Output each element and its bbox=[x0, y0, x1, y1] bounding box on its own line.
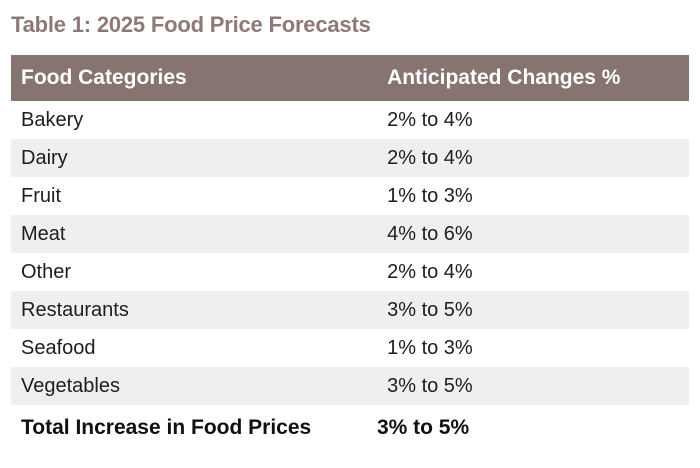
table-caption: Table 1: 2025 Food Price Forecasts bbox=[11, 12, 371, 37]
table-row-fruit: Fruit 1% to 3% bbox=[11, 177, 689, 215]
change-cell: 4% to 6% bbox=[387, 222, 473, 245]
change-cell: 1% to 3% bbox=[387, 336, 473, 359]
category-cell: Fruit bbox=[21, 184, 61, 207]
total-change-cell: 3% to 5% bbox=[376, 416, 470, 439]
category-cell: Seafood bbox=[21, 336, 96, 359]
category-cell: Dairy bbox=[21, 146, 68, 169]
table-row-dairy: Dairy 2% to 4% bbox=[11, 139, 689, 177]
category-cell: Bakery bbox=[21, 108, 84, 131]
food-price-table: Food Categories Anticipated Changes % Ba… bbox=[11, 55, 689, 451]
change-cell: 3% to 5% bbox=[387, 374, 473, 397]
table-row-meat: Meat 4% to 6% bbox=[11, 215, 689, 253]
change-cell: 2% to 4% bbox=[387, 146, 473, 169]
change-cell: 2% to 4% bbox=[387, 108, 473, 131]
change-cell: 2% to 4% bbox=[387, 260, 473, 283]
category-cell: Vegetables bbox=[21, 374, 120, 397]
change-cell: 3% to 5% bbox=[387, 298, 473, 321]
table-row-other: Other 2% to 4% bbox=[11, 253, 689, 291]
total-label-cell: Total Increase in Food Prices bbox=[21, 416, 312, 439]
category-cell: Other bbox=[21, 260, 72, 283]
table-row-restaurants: Restaurants 3% to 5% bbox=[11, 291, 689, 329]
column-header-anticipated-changes: Anticipated Changes % bbox=[387, 66, 621, 89]
column-header-food-categories: Food Categories bbox=[21, 66, 187, 89]
table-total-row: Total Increase in Food Prices 3% to 5% bbox=[11, 405, 689, 451]
table-row-bakery: Bakery 2% to 4% bbox=[11, 101, 689, 139]
table-row-vegetables: Vegetables 3% to 5% bbox=[11, 367, 689, 405]
table-row-seafood: Seafood 1% to 3% bbox=[11, 329, 689, 367]
category-cell: Restaurants bbox=[21, 298, 129, 321]
change-cell: 1% to 3% bbox=[387, 184, 473, 207]
category-cell: Meat bbox=[21, 222, 66, 245]
table-header-row: Food Categories Anticipated Changes % bbox=[11, 55, 689, 101]
